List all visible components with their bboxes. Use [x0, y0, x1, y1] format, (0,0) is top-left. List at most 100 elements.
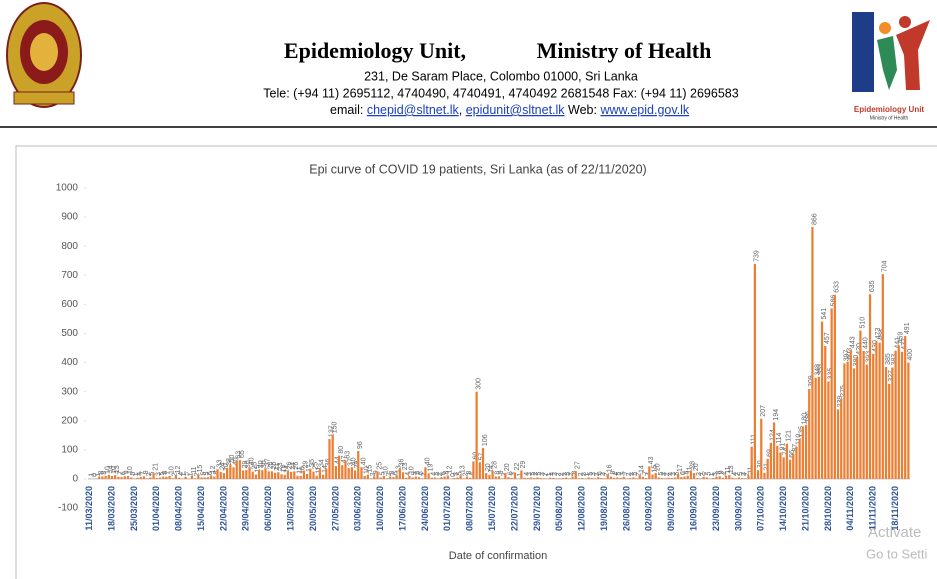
data-label: 25 — [252, 462, 259, 470]
data-label: 40 — [360, 457, 367, 465]
phone: Tele: (+94 11) 2695112, 4740490, 4740491… — [263, 86, 738, 100]
data-label: 5 — [616, 471, 623, 475]
x-tick-label: 05/08/2020 — [554, 486, 564, 531]
data-label: 96 — [357, 441, 364, 449]
bar — [302, 470, 306, 479]
bar — [872, 353, 875, 479]
data-label: 3 — [156, 472, 163, 476]
bar — [318, 469, 322, 479]
email-link[interactable]: epidunit@sltnet.lk — [466, 103, 566, 117]
data-label: 541 — [821, 308, 828, 320]
data-label: 1 — [88, 473, 95, 477]
x-tick-label: 29/04/2020 — [241, 486, 251, 531]
data-label: 5 — [536, 471, 543, 475]
data-label: 491 — [904, 322, 911, 334]
bar — [98, 476, 101, 479]
y-tick-label: 200 — [61, 415, 78, 426]
bar — [731, 477, 734, 479]
data-label: 15 — [197, 465, 204, 473]
data-label: 43 — [648, 457, 655, 465]
bar — [526, 478, 529, 479]
bar — [136, 477, 139, 479]
data-label: 11 — [296, 466, 303, 473]
data-label: 0 — [92, 473, 99, 477]
data-label: 1 — [188, 473, 195, 477]
bar — [264, 468, 267, 479]
email-link[interactable]: chepid@sltnet.lk — [367, 103, 460, 117]
bar — [613, 477, 616, 479]
data-label: 8 — [683, 471, 690, 475]
bar — [852, 368, 856, 479]
bar — [897, 345, 900, 479]
data-label: 33 — [216, 459, 223, 467]
bar — [382, 476, 385, 479]
bar — [606, 474, 609, 479]
bar — [702, 476, 705, 479]
bar — [353, 470, 357, 479]
bar — [360, 467, 363, 479]
data-label: 2 — [744, 472, 751, 476]
bar — [712, 478, 715, 479]
data-label: 300 — [475, 378, 482, 390]
data-label: 4 — [613, 472, 620, 476]
data-label: 8 — [443, 471, 450, 475]
data-label: 30 — [261, 460, 268, 468]
bar — [446, 475, 449, 479]
data-label: 34 — [319, 459, 326, 467]
bar — [296, 475, 299, 479]
bar — [369, 478, 373, 479]
bar — [219, 471, 222, 479]
bar — [689, 470, 693, 479]
data-label: 2 — [555, 472, 562, 476]
bar — [728, 475, 731, 479]
data-label: 2 — [594, 472, 601, 476]
bar — [261, 470, 264, 479]
data-label: 7 — [165, 471, 172, 475]
bar — [782, 457, 785, 479]
data-label: 207 — [760, 405, 767, 417]
data-label: 1 — [95, 473, 102, 477]
y-tick-label: 600 — [61, 299, 78, 310]
bar — [597, 477, 600, 479]
data-label: 30 — [258, 460, 265, 468]
bar — [513, 472, 517, 479]
bar — [392, 477, 395, 479]
data-label: 10 — [104, 466, 111, 474]
bar — [433, 477, 437, 479]
bar — [110, 476, 114, 479]
data-label: 8 — [389, 471, 396, 475]
data-label: 12 — [210, 466, 217, 474]
bar — [629, 478, 632, 479]
data-label: 194 — [773, 409, 780, 421]
bar — [104, 476, 107, 479]
data-label: 9 — [498, 470, 505, 474]
bar — [210, 475, 213, 479]
bar — [491, 470, 494, 479]
data-label: 10 — [364, 466, 371, 474]
bar — [158, 477, 162, 479]
x-tick-label: 10/06/2020 — [375, 486, 385, 531]
bar — [465, 476, 469, 479]
y-tick-label: -100 — [58, 503, 78, 514]
bar — [411, 477, 414, 479]
data-label: 9 — [124, 470, 131, 474]
data-label: 2 — [699, 472, 706, 476]
bar — [798, 439, 801, 479]
data-label: 10 — [168, 466, 175, 474]
bar — [843, 363, 846, 479]
x-tick-label: 03/06/2020 — [353, 486, 363, 531]
data-label: 12 — [175, 466, 182, 474]
bar — [312, 471, 315, 479]
bar — [485, 473, 488, 479]
bar — [414, 476, 417, 479]
bar — [699, 478, 702, 479]
x-tick-label: 15/07/2020 — [487, 486, 497, 531]
web-link[interactable]: www.epid.gov.lk — [599, 103, 689, 117]
bar — [203, 477, 206, 479]
data-label: 10 — [300, 466, 307, 474]
bar — [242, 470, 245, 479]
x-tick-label: 08/07/2020 — [465, 486, 475, 531]
address: 231, De Saram Place, Colombo 01000, Sri … — [364, 69, 638, 83]
web-label: Web: — [568, 103, 597, 117]
bar — [769, 442, 772, 479]
